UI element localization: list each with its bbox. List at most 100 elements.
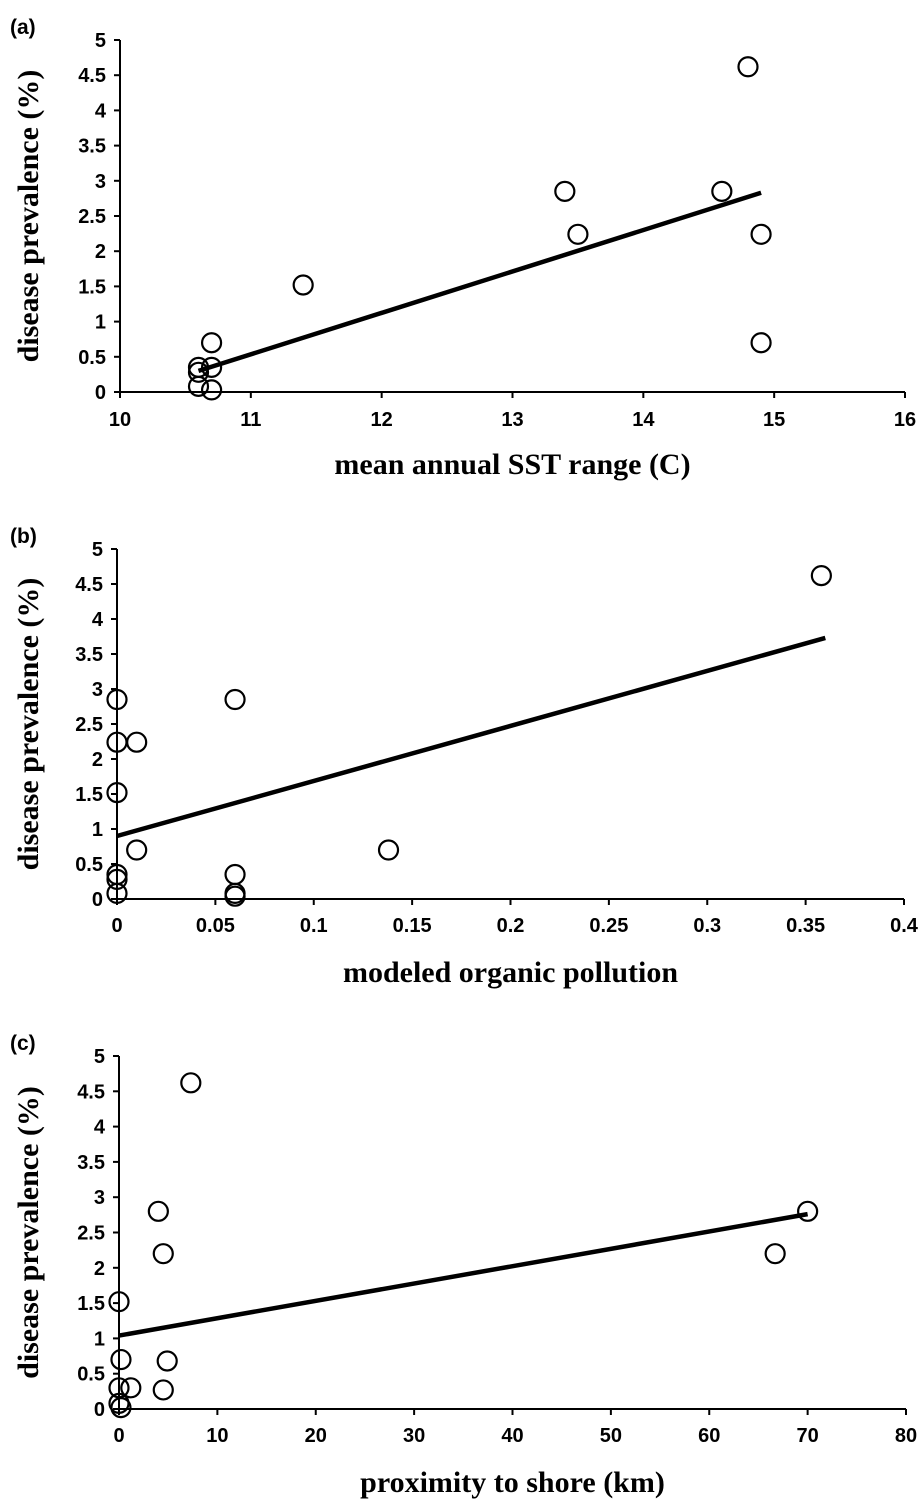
data-point	[737, 56, 759, 78]
data-point	[567, 223, 589, 245]
data-point	[377, 839, 400, 861]
x-tick-label: 20	[305, 1425, 327, 1447]
y-tick-label: 5	[95, 30, 106, 52]
data-point	[110, 1396, 132, 1419]
x-tick-label: 16	[894, 409, 916, 431]
y-tick-label: 1	[94, 1328, 105, 1350]
data-point	[292, 274, 314, 296]
y-tick-label: 1	[95, 312, 106, 334]
y-tick-label: 1.5	[77, 1293, 105, 1315]
y-tick-label: 5	[92, 539, 103, 561]
x-tick-label: 70	[797, 1425, 819, 1447]
data-point	[156, 1350, 178, 1372]
x-tick-label: 0.3	[693, 915, 721, 937]
y-tick-label: 1	[92, 819, 103, 841]
data-point	[106, 882, 128, 905]
data-point	[200, 356, 223, 378]
y-tick-label: 0	[95, 382, 106, 404]
data-point	[147, 1200, 169, 1222]
data-point	[126, 839, 148, 861]
x-tick-label: 0.05	[196, 915, 235, 937]
y-tick-label: 2.5	[75, 714, 103, 736]
data-point	[106, 868, 128, 891]
x-tick-label: 30	[403, 1425, 425, 1447]
y-tick-label: 2	[92, 749, 103, 771]
y-tick-label: 2	[94, 1258, 105, 1280]
x-tick-label: 0.15	[393, 915, 432, 937]
data-point	[126, 731, 148, 753]
y-tick-label: 3	[95, 171, 106, 193]
x-tick-label: 0.4	[890, 915, 919, 937]
x-tick-label: 14	[632, 409, 655, 431]
x-tick-label: 11	[240, 409, 261, 431]
y-tick-label: 0.5	[75, 854, 103, 876]
data-point	[152, 1379, 174, 1401]
data-point	[750, 332, 772, 354]
x-tick-label: 13	[501, 409, 523, 431]
y-tick-label: 3.5	[77, 1152, 105, 1174]
data-point	[711, 180, 733, 202]
x-axis-title: modeled organic pollution	[343, 956, 678, 989]
x-tick-label: 0	[111, 915, 122, 937]
data-point	[187, 375, 210, 397]
trendline	[116, 635, 826, 839]
x-tick-label: 0.1	[300, 915, 328, 937]
trendline	[118, 1211, 809, 1338]
panel-a: (a) 0 0.5 1 1.5 2 2.5 3 3.5 4 4.5 5 10 11 12 13 14 15 16 me…	[10, 16, 916, 481]
x-tick-label: 12	[371, 409, 393, 431]
data-point	[106, 781, 128, 804]
data-point	[224, 688, 246, 711]
data-point	[187, 361, 210, 383]
data-point	[120, 1377, 142, 1399]
y-tick-label: 4.5	[77, 1081, 105, 1103]
y-tick-label: 0	[92, 889, 103, 911]
data-point	[224, 863, 246, 886]
y-tick-label: 1.5	[75, 784, 103, 806]
y-tick-label: 2.5	[77, 1223, 105, 1245]
x-tick-label: 0	[113, 1425, 124, 1447]
x-tick-label: 60	[698, 1425, 720, 1447]
y-tick-label: 4	[92, 609, 104, 631]
y-tick-label: 4	[94, 1117, 106, 1139]
x-axis-title: proximity to shore (km)	[360, 1466, 665, 1499]
y-tick-label: 3.5	[75, 644, 103, 666]
x-tick-label: 10	[109, 409, 131, 431]
data-point	[224, 885, 246, 907]
panel-label: (a)	[10, 16, 36, 39]
panel-label: (b)	[10, 525, 37, 548]
data-point	[554, 180, 576, 202]
y-axis-title: disease prevalence (%)	[12, 70, 45, 363]
panel-label: (c)	[10, 1032, 36, 1055]
y-axis-title: disease prevalence (%)	[12, 578, 45, 871]
x-tick-label: 50	[600, 1425, 622, 1447]
y-tick-label: 3.5	[78, 136, 106, 158]
data-point	[200, 332, 223, 354]
y-tick-label: 5	[94, 1046, 105, 1068]
y-tick-label: 2.5	[78, 206, 106, 228]
panel-b: (b) 0 0.5 1 1.5 2 2.5 3 3.5 4 4.5 5 0 0.05 0.1 0.15 0.2 0…	[10, 525, 919, 989]
x-axis-title: mean annual SST range (C)	[334, 448, 690, 481]
x-tick-label: 0.25	[589, 915, 628, 937]
x-tick-label: 80	[895, 1425, 917, 1447]
data-point	[797, 1200, 819, 1222]
y-tick-label: 0.5	[78, 347, 106, 369]
data-point	[106, 688, 128, 711]
y-tick-label: 0	[94, 1399, 105, 1421]
data-point	[764, 1243, 786, 1265]
y-tick-label: 4.5	[75, 574, 103, 596]
y-tick-label: 2	[95, 241, 106, 263]
data-point	[108, 1291, 130, 1313]
y-tick-label: 4.5	[78, 65, 106, 87]
y-tick-label: 0.5	[77, 1364, 105, 1386]
x-tick-label: 0.35	[786, 915, 825, 937]
y-tick-label: 1.5	[78, 276, 106, 298]
data-point	[110, 1348, 132, 1371]
y-tick-label: 3	[92, 679, 103, 701]
y-tick-label: 3	[94, 1187, 105, 1209]
y-axis-title: disease prevalence (%)	[12, 1086, 45, 1379]
x-tick-label: 40	[501, 1425, 523, 1447]
data-point	[750, 223, 772, 245]
x-tick-label: 0.2	[497, 915, 525, 937]
data-point	[152, 1243, 174, 1265]
